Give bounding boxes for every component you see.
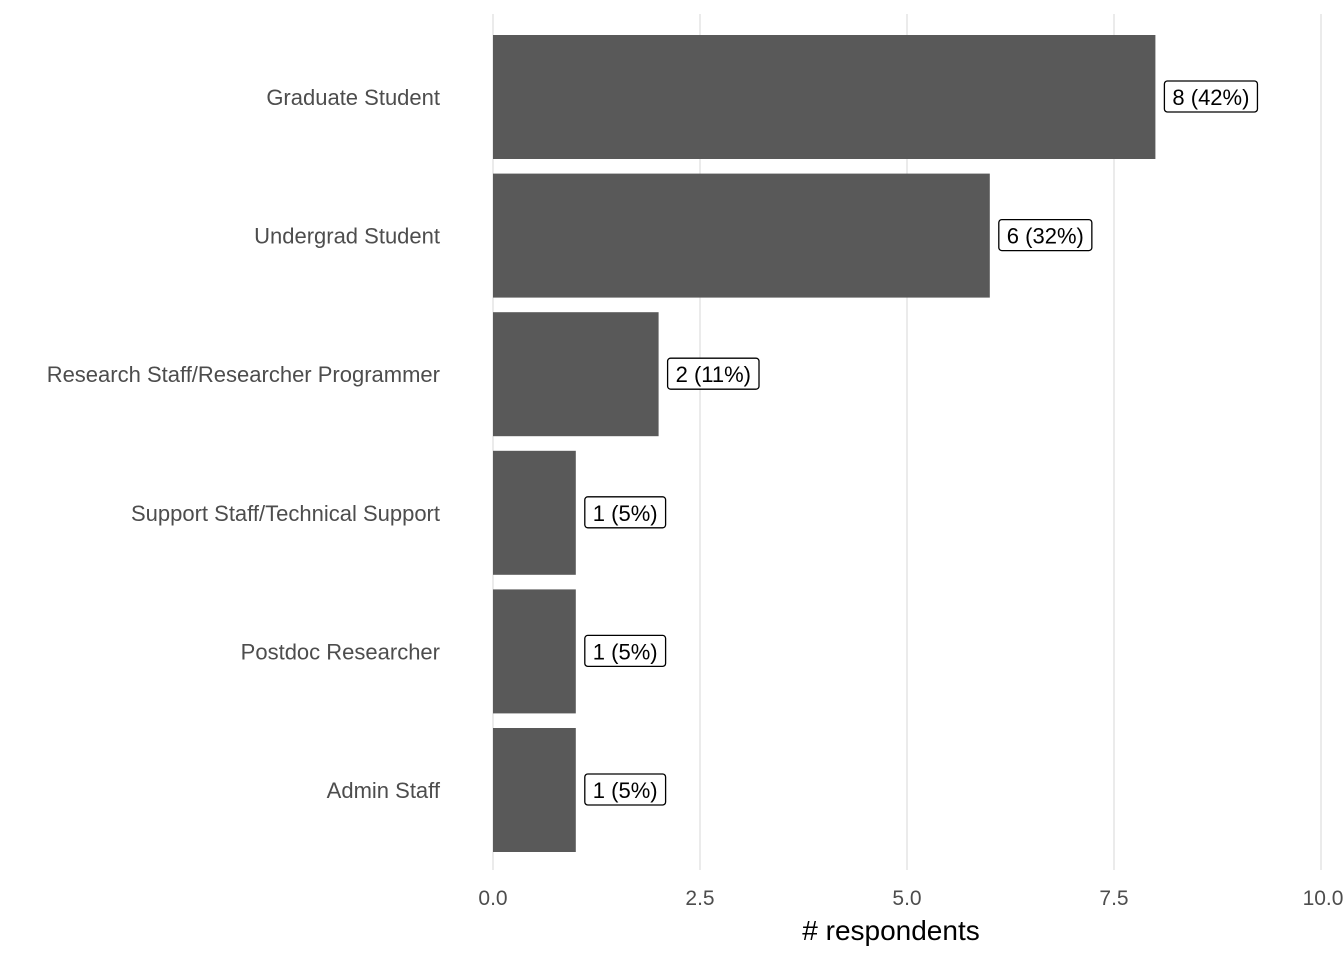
bars <box>493 35 1156 852</box>
bar-1 <box>493 173 990 298</box>
data-label-1: 6 (32%) <box>998 218 1093 252</box>
data-label-text-4: 1 (5%) <box>593 639 658 664</box>
x-axis-ticks: 0.0 2.5 5.0 7.5 10.0 <box>478 887 1343 910</box>
data-label-5: 1 (5%) <box>584 773 667 806</box>
data-label-box-5 <box>584 773 667 806</box>
x-tick-label-2: 5.0 <box>892 887 921 910</box>
bar-5 <box>493 728 576 852</box>
data-label-text-2: 2 (11%) <box>676 362 751 387</box>
data-label-text-3: 1 (5%) <box>593 501 658 526</box>
x-tick-label-0: 0.0 <box>478 887 507 910</box>
category-label-0: Graduate Student <box>266 85 440 110</box>
category-label-4: Postdoc Researcher <box>241 639 440 664</box>
data-label-0: 8 (42%) <box>1163 80 1259 113</box>
data-label-box-3 <box>584 496 667 529</box>
data-label-text-0: 8 (42%) <box>1172 85 1249 110</box>
data-label-text-5: 1 (5%) <box>593 778 658 803</box>
data-label-box-0 <box>1163 80 1259 113</box>
data-label-3: 1 (5%) <box>584 496 667 529</box>
bar-0 <box>493 35 1156 159</box>
x-tick-label-1: 2.5 <box>685 887 714 910</box>
x-tick-label-3: 7.5 <box>1099 887 1128 910</box>
x-axis-title: # respondents <box>802 915 979 946</box>
bar-2 <box>493 312 659 437</box>
x-tick-label-4: 10.0 <box>1303 887 1344 910</box>
data-label-box-2 <box>666 357 760 390</box>
data-label-2: 2 (11%) <box>666 357 760 390</box>
category-label-5: Admin Staff <box>327 778 441 803</box>
data-label-text-1: 6 (32%) <box>1007 224 1084 249</box>
data-label-box-4 <box>584 634 667 668</box>
bar-4 <box>493 589 576 714</box>
data-label-4: 1 (5%) <box>584 634 667 668</box>
category-label-2: Research Staff/Researcher Programmer <box>47 362 440 387</box>
category-labels: Graduate Student Undergrad Student Researc… <box>47 85 441 803</box>
category-label-3: Support Staff/Technical Support <box>131 501 440 526</box>
bar-3 <box>493 450 576 575</box>
data-label-box-1 <box>998 218 1093 252</box>
category-label-1: Undergrad Student <box>254 224 440 249</box>
data-labels: 8 (42%) 6 (32%) 2 (11%) 1 (5%) 1 (5%) 1 (5%) <box>584 80 1259 806</box>
